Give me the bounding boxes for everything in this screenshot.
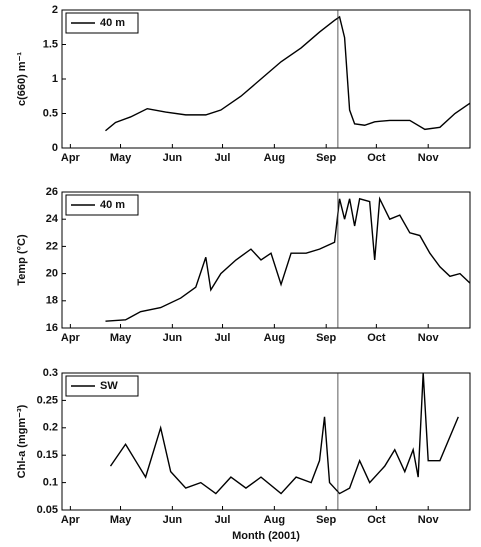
x-tick-label: Sep <box>316 152 336 164</box>
data-line <box>105 196 471 322</box>
legend-box <box>65 194 139 216</box>
x-tick-label: Jun <box>163 152 183 164</box>
x-tick-label: Aug <box>264 332 285 344</box>
x-tick-label: Oct <box>367 152 386 164</box>
y-tick-label: 0.5 <box>43 107 58 119</box>
x-tick-label: Sep <box>316 332 336 344</box>
legend-label: SW <box>100 380 118 392</box>
x-tick-label: Oct <box>367 332 386 344</box>
y-tick-label: 0.05 <box>37 504 58 516</box>
x-tick-label: Sep <box>316 514 336 526</box>
x-tick-label: Apr <box>61 514 81 526</box>
y-tick-label: 0.3 <box>43 367 58 379</box>
y-tick-label: 2 <box>52 4 58 16</box>
x-tick-label: Jun <box>163 514 183 526</box>
x-tick-label: May <box>110 514 132 526</box>
x-tick-label: Aug <box>264 152 285 164</box>
data-line <box>105 15 471 132</box>
x-tick-label: Aug <box>264 514 285 526</box>
x-tick-label: Apr <box>61 152 81 164</box>
y-tick-label: 0.1 <box>43 477 58 489</box>
y-tick-label: 0.25 <box>37 394 58 406</box>
y-axis-label: Temp (°C) <box>16 234 28 286</box>
y-tick-label: 20 <box>46 268 58 280</box>
y-tick-label: 1.5 <box>43 38 58 50</box>
x-tick-label: Nov <box>418 332 440 344</box>
plot-frame <box>61 372 471 511</box>
data-line <box>109 372 459 495</box>
y-tick-label: 0.15 <box>37 449 58 461</box>
x-tick-label: Nov <box>418 514 440 526</box>
x-tick-label: Nov <box>418 152 440 164</box>
y-tick-label: 0.2 <box>43 422 58 434</box>
x-tick-label: Apr <box>61 332 81 344</box>
x-tick-label: Jun <box>163 332 183 344</box>
x-tick-label: Jul <box>215 152 231 164</box>
x-tick-label: May <box>110 152 132 164</box>
x-tick-label: Oct <box>367 514 386 526</box>
x-tick-label: Jul <box>215 514 231 526</box>
y-tick-label: 0 <box>52 142 58 154</box>
legend-label: 40 m <box>100 199 125 211</box>
y-tick-label: 18 <box>46 295 58 307</box>
x-tick-label: Jul <box>215 332 231 344</box>
y-axis-label: Chl-a (mgm⁻³) <box>16 404 28 478</box>
y-axis-label: c(660) m⁻¹ <box>16 52 28 106</box>
plot-frame <box>61 191 471 329</box>
x-tick-label: May <box>110 332 132 344</box>
y-tick-label: 16 <box>46 322 58 334</box>
y-tick-label: 22 <box>46 240 58 252</box>
legend-box <box>65 12 139 34</box>
y-tick-label: 1 <box>52 73 58 85</box>
legend-label: 40 m <box>100 17 125 29</box>
legend-box <box>65 375 139 397</box>
x-axis-label: Month (2001) <box>232 530 300 542</box>
y-tick-label: 26 <box>46 186 58 198</box>
y-tick-label: 24 <box>46 213 59 225</box>
